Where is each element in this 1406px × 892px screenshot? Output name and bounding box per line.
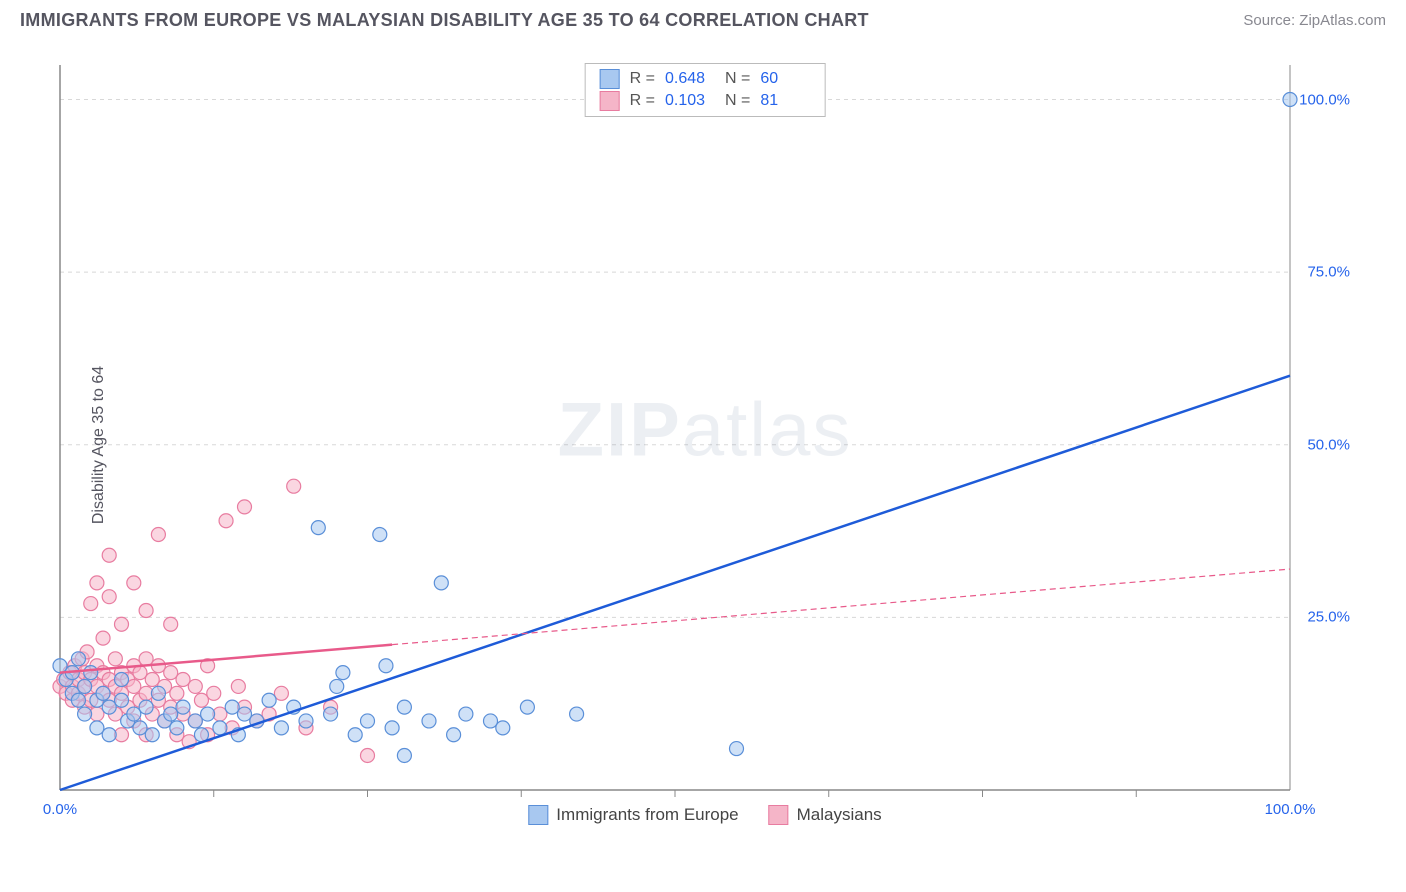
x-tick-label: 0.0% (43, 801, 77, 818)
legend-row-1: R = 0.648 N = 60 (600, 68, 811, 90)
y-tick-label: 25.0% (1307, 609, 1350, 626)
legend-row-2: R = 0.103 N = 81 (600, 90, 811, 112)
y-tick-label: 50.0% (1307, 436, 1350, 453)
series-legend: Immigrants from Europe Malaysians (528, 805, 881, 825)
swatch-series-2 (600, 91, 620, 111)
r-value-1: 0.648 (665, 70, 715, 88)
swatch-icon (769, 805, 789, 825)
correlation-legend: R = 0.648 N = 60 R = 0.103 N = 81 (585, 63, 826, 117)
legend-item-1: Immigrants from Europe (528, 805, 738, 825)
scatter-plot (50, 60, 1360, 830)
source-link[interactable]: ZipAtlas.com (1299, 12, 1386, 29)
y-tick-label: 100.0% (1299, 91, 1350, 108)
n-value-1: 60 (760, 70, 810, 88)
n-value-2: 81 (760, 92, 810, 110)
swatch-icon (528, 805, 548, 825)
y-tick-label: 75.0% (1307, 264, 1350, 281)
x-tick-label: 100.0% (1265, 801, 1316, 818)
chart-title: IMMIGRANTS FROM EUROPE VS MALAYSIAN DISA… (20, 10, 869, 31)
source-attribution: Source: ZipAtlas.com (1243, 12, 1386, 29)
chart-container: Disability Age 35 to 64 ZIPatlas R = 0.6… (50, 60, 1360, 830)
swatch-series-1 (600, 69, 620, 89)
r-value-2: 0.103 (665, 92, 715, 110)
legend-item-2: Malaysians (769, 805, 882, 825)
